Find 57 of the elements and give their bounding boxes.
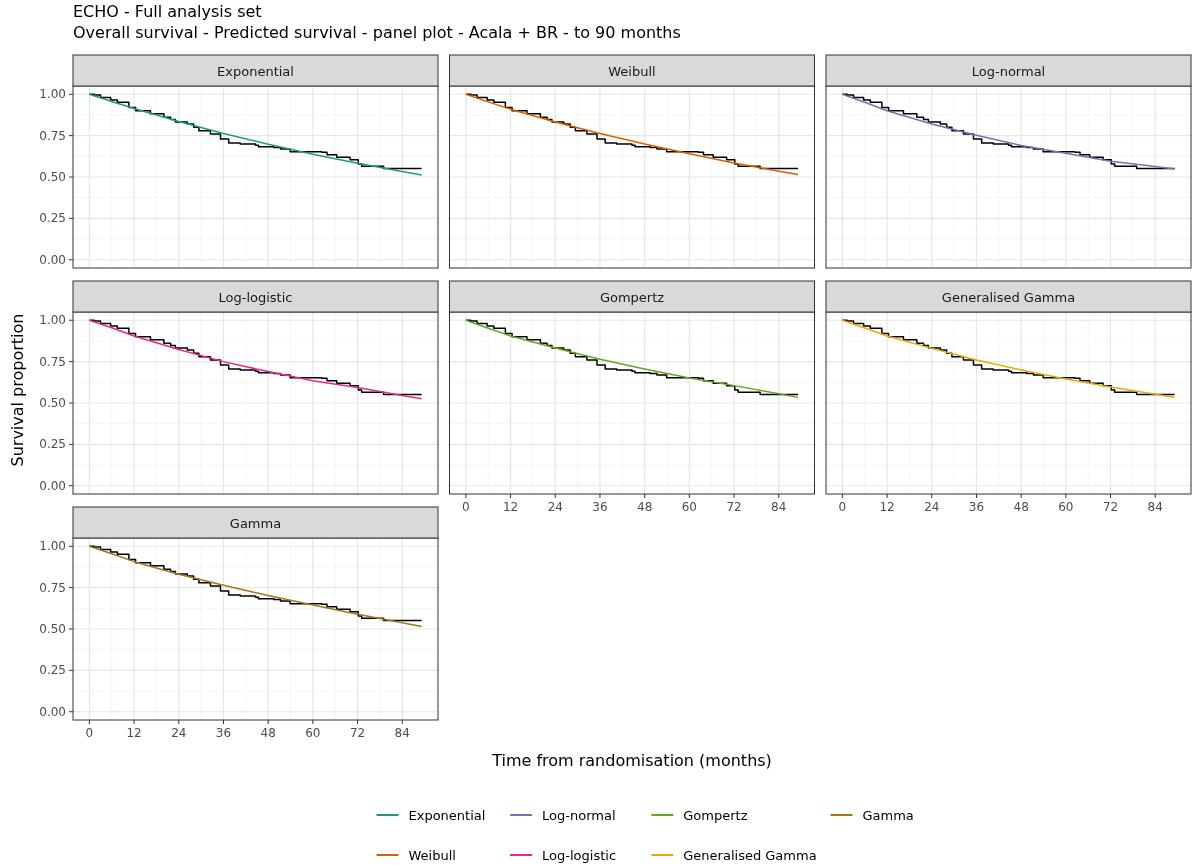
y-tick-label: 0.25: [39, 211, 66, 226]
chart-title: Gamma: [229, 515, 282, 531]
x-tick-label: 72: [349, 726, 366, 740]
y-tick-label: 0.00: [39, 252, 66, 267]
x-tick-label: 48: [637, 500, 653, 514]
y-axis-title: Survival proportion: [8, 313, 27, 467]
x-tick-label: 48: [260, 726, 276, 740]
y-tick-label: 0.75: [39, 128, 66, 143]
x-tick-label: 36: [592, 500, 608, 514]
x-tick-label: 12: [879, 500, 895, 514]
chart-title: Weibull: [608, 63, 656, 79]
y-tick-label: 0.50: [39, 170, 66, 184]
y-tick-label: 0.00: [39, 704, 66, 719]
y-tick-label: 1.00: [39, 313, 66, 328]
x-tick-label: 60: [305, 726, 321, 740]
x-tick-label: 84: [1147, 500, 1163, 514]
text: ECHO - Full analysis set: [73, 2, 262, 21]
y-tick-label: 1.00: [39, 539, 66, 554]
x-tick-label: 24: [547, 500, 563, 514]
chart-title: Exponential: [217, 63, 294, 79]
legend-label: Exponential: [408, 808, 486, 823]
x-tick-label: 0: [462, 500, 470, 514]
x-tick-label: 60: [681, 500, 697, 514]
chart-title: Log-normal: [971, 63, 1046, 79]
x-tick-label: 24: [171, 726, 187, 740]
y-tick-label: 0.50: [39, 622, 66, 636]
x-tick-label: 0: [85, 726, 94, 740]
text: Overall survival - Predicted survival - panel plot - Acala + BR - to 90 months: [73, 23, 681, 42]
chart-title: Log-logistic: [218, 289, 293, 305]
x-tick-label: 36: [968, 500, 985, 514]
x-tick-label: 24: [924, 500, 940, 514]
x-axis-title: Time from randomisation (months): [491, 751, 772, 770]
x-tick-label: 72: [1102, 500, 1119, 514]
legend-label: Log-normal: [542, 808, 616, 823]
legend-label: Weibull: [408, 848, 456, 863]
y-tick-label: 1.00: [39, 87, 66, 102]
legend-label: Log-logistic: [542, 848, 617, 863]
legend-label: Gompertz: [683, 808, 748, 823]
y-tick-label: 0.25: [39, 437, 66, 452]
x-tick-label: 12: [126, 726, 142, 740]
chart-title: Generalised Gamma: [941, 289, 1076, 305]
chart-title: Gompertz: [599, 289, 665, 305]
y-tick-label: 0.25: [39, 663, 66, 678]
y-tick-label: 0.50: [39, 396, 66, 410]
x-tick-label: 72: [726, 500, 742, 514]
x-tick-label: 12: [502, 500, 519, 514]
legend-label: Gamma: [862, 808, 914, 823]
legend-label: Generalised Gamma: [683, 848, 817, 863]
y-tick-label: 0.75: [39, 354, 66, 369]
x-tick-label: 84: [394, 726, 410, 740]
x-tick-label: 60: [1058, 500, 1074, 514]
x-tick-label: 36: [215, 726, 232, 740]
x-tick-label: 84: [771, 500, 787, 514]
x-tick-label: 0: [838, 500, 847, 514]
y-tick-label: 0.00: [39, 478, 66, 493]
x-tick-label: 48: [1013, 500, 1029, 514]
y-tick-label: 0.75: [39, 580, 66, 595]
